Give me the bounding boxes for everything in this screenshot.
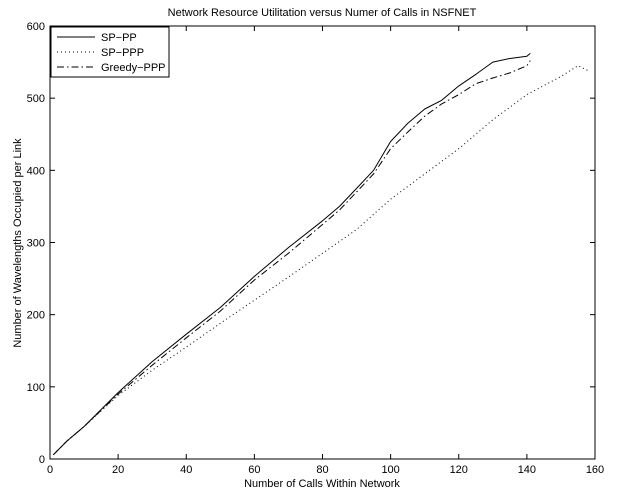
legend-label-2: SP−PPP: [101, 47, 144, 59]
y-tick-label: 500: [27, 93, 45, 105]
legend-box: [50, 26, 170, 78]
x-tick-label: 160: [586, 464, 604, 476]
y-tick-label: 300: [27, 238, 45, 250]
x-tick-label: 40: [180, 464, 192, 476]
legend-label-1: SP−PP: [101, 32, 137, 44]
series-line-2: [53, 65, 589, 456]
series-line-1: [53, 53, 531, 456]
x-tick-label: 100: [381, 464, 399, 476]
chart-title: Network Resource Utilitation versus Nume…: [168, 7, 477, 19]
x-tick-label: 60: [248, 464, 260, 476]
y-tick-label: 0: [39, 454, 45, 466]
x-tick-label: 140: [518, 464, 536, 476]
y-tick-label: 100: [27, 382, 45, 394]
y-tick-label: 200: [27, 310, 45, 322]
x-tick-label: 0: [47, 464, 53, 476]
x-tick-label: 20: [112, 464, 124, 476]
x-axis-title: Number of Calls Within Network: [244, 478, 400, 490]
x-tick-label: 80: [316, 464, 328, 476]
y-tick-label: 400: [27, 165, 45, 177]
x-tick-label: 120: [450, 464, 468, 476]
y-axis-title: Number of Wavelengths Occupied per Link: [12, 138, 24, 348]
plot-area: [53, 53, 589, 456]
axes: 0 20 40 60 80 100 120 140 160 0 100 200 300 400 500 600: [27, 21, 605, 476]
legend: SP−PP SP−PPP Greedy−PPP: [50, 26, 170, 78]
series-line-3: [53, 60, 531, 456]
y-tick-label: 600: [27, 21, 45, 33]
legend-label-3: Greedy−PPP: [101, 62, 166, 74]
